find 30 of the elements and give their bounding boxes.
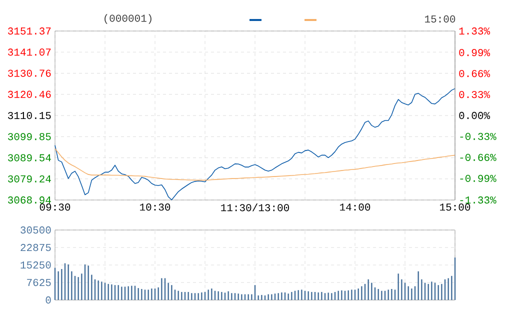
y2-tick-label: 0.33% (459, 90, 490, 98)
y-tick-label: 30500 (20, 226, 51, 234)
x-tick-label: 14:00 (340, 204, 370, 211)
x-tick-label: 15:00 (440, 204, 470, 211)
x-tick-label: 10:30 (140, 204, 170, 211)
y-tick-label: 3151.37 (8, 27, 51, 35)
y2-tick-label: 0.66% (459, 70, 490, 78)
y-tick-label: 3099.85 (8, 133, 51, 140)
y-tick-label: 3089.54 (8, 154, 51, 162)
y2-tick-label: 1.33% (459, 27, 490, 35)
y-tick-label: 3068.94 (8, 196, 51, 204)
y-tick-label: 3120.46 (8, 90, 51, 98)
text: 15:00 (425, 15, 456, 23)
text: (000001) (104, 14, 152, 24)
y2-tick-label: -1.33% (460, 196, 496, 204)
y2-tick-label: 0.99% (459, 49, 490, 56)
y-tick-label: 7625 (27, 278, 51, 286)
x-tick-label: 11:30/13:00 (221, 204, 289, 212)
y-tick-label: 3110.15 (8, 112, 51, 120)
y2-tick-label: -0.99% (460, 174, 496, 182)
x-tick-label: 09:30 (40, 204, 70, 211)
y-tick-label: 0 (46, 296, 51, 304)
y-tick-label: 15250 (20, 261, 51, 269)
y-tick-label: 3141.07 (8, 48, 51, 56)
y2-tick-label: 0.00% (459, 112, 490, 120)
y-tick-label: 3130.76 (8, 70, 51, 77)
y2-tick-label: -0.33% (460, 132, 496, 140)
y-tick-label: 22875 (20, 244, 51, 252)
y-tick-label: 3079.24 (8, 175, 51, 182)
y2-tick-label: -0.66% (460, 154, 496, 162)
